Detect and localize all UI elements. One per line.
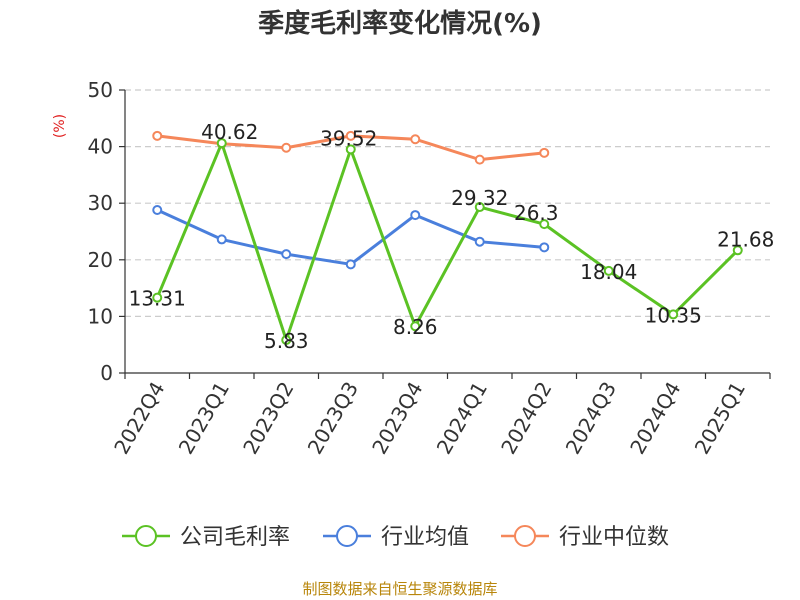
series-point-0 <box>281 335 292 346</box>
x-tick-label: 2024Q1 <box>432 378 492 459</box>
x-tick-label: 2025Q1 <box>690 378 750 459</box>
series-line-1 <box>156 208 545 266</box>
x-tick-label: 2024Q2 <box>496 378 556 459</box>
y-tick-label: 20 <box>88 248 113 272</box>
series-point-1 <box>539 242 550 253</box>
x-tick-label: 2022Q4 <box>109 378 169 459</box>
data-label: 5.83 <box>264 329 309 353</box>
series-point-0 <box>152 292 163 303</box>
data-label: 10.35 <box>645 303 702 327</box>
data-label: 39.52 <box>320 126 377 150</box>
grid-lines <box>125 89 770 317</box>
legend-label: 公司毛利率 <box>180 525 290 550</box>
legend-label: 行业中位数 <box>559 525 669 550</box>
series-point-0 <box>539 219 550 230</box>
legend-label: 行业均值 <box>381 525 469 550</box>
series-point-0 <box>216 138 227 149</box>
legend-swatch-marker <box>514 525 536 547</box>
series-point-1 <box>281 249 292 260</box>
x-tick-label: 2024Q4 <box>625 378 685 459</box>
x-tick-label: 2024Q3 <box>561 378 621 459</box>
series-point-0 <box>345 144 356 155</box>
x-tick-label: 2023Q3 <box>303 378 363 459</box>
data-label: 8.26 <box>393 315 438 339</box>
data-label: 21.68 <box>717 227 774 251</box>
axes: 0 10 20 30 40 50 2022Q4 2023Q1 2023Q2 2023Q3 2023Q… <box>88 78 771 459</box>
chart-title: 季度毛利率变化情况(%) <box>258 8 542 39</box>
y-tick-label: 30 <box>88 191 113 215</box>
series-point-1 <box>216 234 227 245</box>
series-point-0 <box>410 321 421 332</box>
series-point-1 <box>410 210 421 221</box>
series-point-1 <box>152 204 163 215</box>
y-tick-label: 10 <box>88 304 113 328</box>
series-line-0 <box>155 141 739 342</box>
source-note: 制图数据来自恒生聚源数据库 <box>302 580 497 598</box>
series-point-2 <box>281 142 292 153</box>
x-tick-label: 2023Q1 <box>174 378 234 459</box>
y-tick-label: 0 <box>100 361 113 385</box>
y-tick-label: 50 <box>88 78 113 102</box>
data-label: 18.04 <box>580 260 637 284</box>
data-label: 29.32 <box>451 186 508 210</box>
series-lines <box>152 130 743 346</box>
y-axis-unit-label: (%) <box>52 114 68 138</box>
series-point-0 <box>603 265 614 276</box>
series-point-0 <box>668 309 679 320</box>
series-point-2 <box>152 130 163 141</box>
series-point-0 <box>732 245 743 256</box>
legend-swatch-marker <box>135 525 157 547</box>
legend: 公司毛利率 行业均值 行业中位数 <box>122 525 669 550</box>
series-point-0 <box>474 202 485 213</box>
series-point-2 <box>539 147 550 158</box>
series-point-2 <box>410 134 421 145</box>
y-tick-label: 40 <box>88 135 113 159</box>
x-tick-label: 2023Q2 <box>238 378 298 459</box>
series-point-2 <box>345 130 356 141</box>
data-label: 13.31 <box>129 287 186 311</box>
data-label: 40.62 <box>201 120 258 144</box>
series-point-2 <box>474 154 485 165</box>
x-tick-label: 2023Q4 <box>367 378 427 459</box>
legend-swatch-marker <box>336 525 358 547</box>
series-point-1 <box>474 236 485 247</box>
data-label: 26.3 <box>514 201 559 225</box>
series-point-1 <box>345 259 356 270</box>
